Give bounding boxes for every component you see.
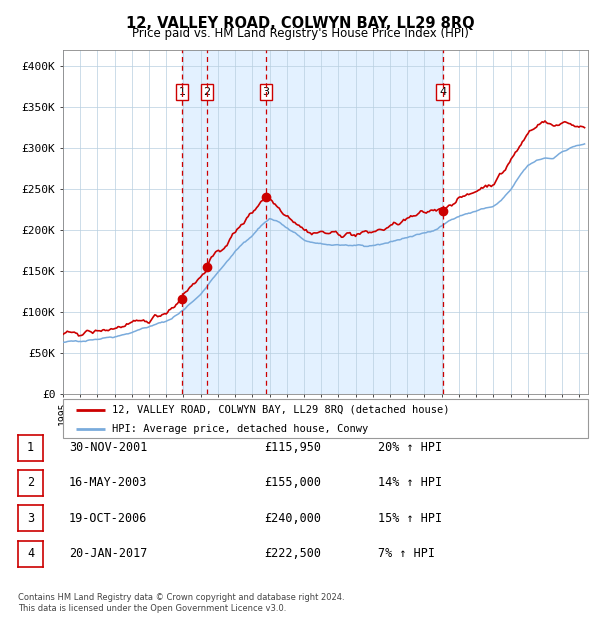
Text: 1: 1 [27, 441, 34, 454]
Text: 16-MAY-2003: 16-MAY-2003 [69, 477, 148, 489]
Text: HPI: Average price, detached house, Conwy: HPI: Average price, detached house, Conw… [112, 423, 368, 433]
Text: 1: 1 [179, 87, 185, 97]
Text: 20% ↑ HPI: 20% ↑ HPI [378, 441, 442, 454]
Text: Contains HM Land Registry data © Crown copyright and database right 2024.
This d: Contains HM Land Registry data © Crown c… [18, 593, 344, 613]
Text: 19-OCT-2006: 19-OCT-2006 [69, 512, 148, 525]
Bar [182, 50, 443, 394]
Text: 3: 3 [27, 512, 34, 525]
Text: 2: 2 [27, 477, 34, 489]
Text: 4: 4 [27, 547, 34, 560]
Text: 14% ↑ HPI: 14% ↑ HPI [378, 477, 442, 489]
Text: 7% ↑ HPI: 7% ↑ HPI [378, 547, 435, 560]
Text: £222,500: £222,500 [264, 547, 321, 560]
Text: 2: 2 [203, 87, 211, 97]
Text: 20-JAN-2017: 20-JAN-2017 [69, 547, 148, 560]
Text: £240,000: £240,000 [264, 512, 321, 525]
Text: 12, VALLEY ROAD, COLWYN BAY, LL29 8RQ: 12, VALLEY ROAD, COLWYN BAY, LL29 8RQ [125, 16, 475, 31]
Text: 4: 4 [439, 87, 446, 97]
Text: 15% ↑ HPI: 15% ↑ HPI [378, 512, 442, 525]
Text: 12, VALLEY ROAD, COLWYN BAY, LL29 8RQ (detached house): 12, VALLEY ROAD, COLWYN BAY, LL29 8RQ (d… [112, 405, 449, 415]
Text: £155,000: £155,000 [264, 477, 321, 489]
Text: 3: 3 [263, 87, 269, 97]
Text: £115,950: £115,950 [264, 441, 321, 454]
Text: Price paid vs. HM Land Registry's House Price Index (HPI): Price paid vs. HM Land Registry's House … [131, 27, 469, 40]
Text: 30-NOV-2001: 30-NOV-2001 [69, 441, 148, 454]
